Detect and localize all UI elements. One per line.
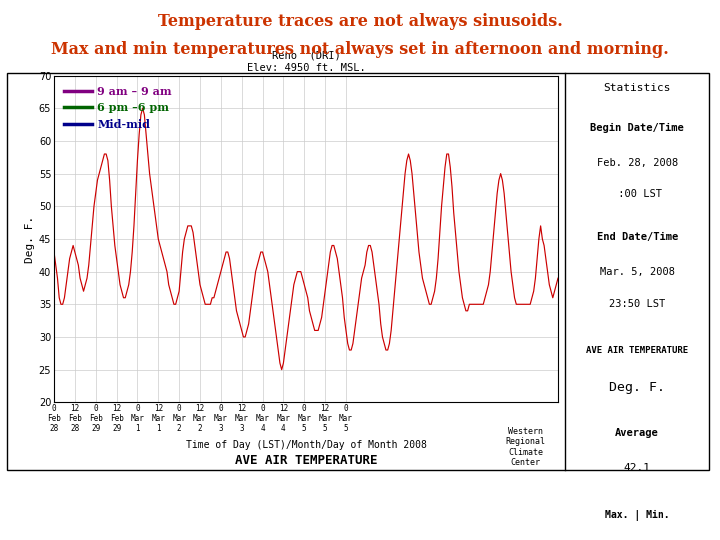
Text: 42.1: 42.1	[624, 463, 651, 473]
Text: Time of Day (LST)/Month/Day of Month 2008: Time of Day (LST)/Month/Day of Month 200…	[186, 441, 426, 450]
Title: Reno  (DRI)
Elev: 4950 ft. MSL.: Reno (DRI) Elev: 4950 ft. MSL.	[247, 50, 365, 73]
Text: Feb. 28, 2008: Feb. 28, 2008	[597, 158, 678, 168]
Y-axis label: Deg. F.: Deg. F.	[24, 215, 35, 262]
Text: Average: Average	[616, 428, 659, 438]
Text: Begin Date/Time: Begin Date/Time	[590, 123, 684, 133]
Legend: 9 am – 9 am, 6 pm –6 pm, Mid-mid: 9 am – 9 am, 6 pm –6 pm, Mid-mid	[60, 81, 176, 134]
Text: Deg. F.: Deg. F.	[609, 381, 665, 394]
Text: AVE AIR TEMPERATURE: AVE AIR TEMPERATURE	[586, 346, 688, 355]
Text: End Date/Time: End Date/Time	[597, 232, 678, 242]
Text: Mar. 5, 2008: Mar. 5, 2008	[600, 267, 675, 278]
Text: AVE AIR TEMPERATURE: AVE AIR TEMPERATURE	[235, 454, 377, 467]
Text: Max. | Min.: Max. | Min.	[605, 510, 670, 521]
Text: Temperature traces are not always sinusoids.: Temperature traces are not always sinuso…	[158, 14, 562, 30]
Text: Max and min temperatures not always set in afternoon and morning.: Max and min temperatures not always set …	[51, 40, 669, 57]
Text: 23:50 LST: 23:50 LST	[609, 299, 665, 309]
Text: Statistics: Statistics	[603, 83, 671, 93]
Text: Western
Regional
Climate
Center: Western Regional Climate Center	[505, 427, 546, 467]
Text: :00 LST: :00 LST	[612, 189, 662, 199]
